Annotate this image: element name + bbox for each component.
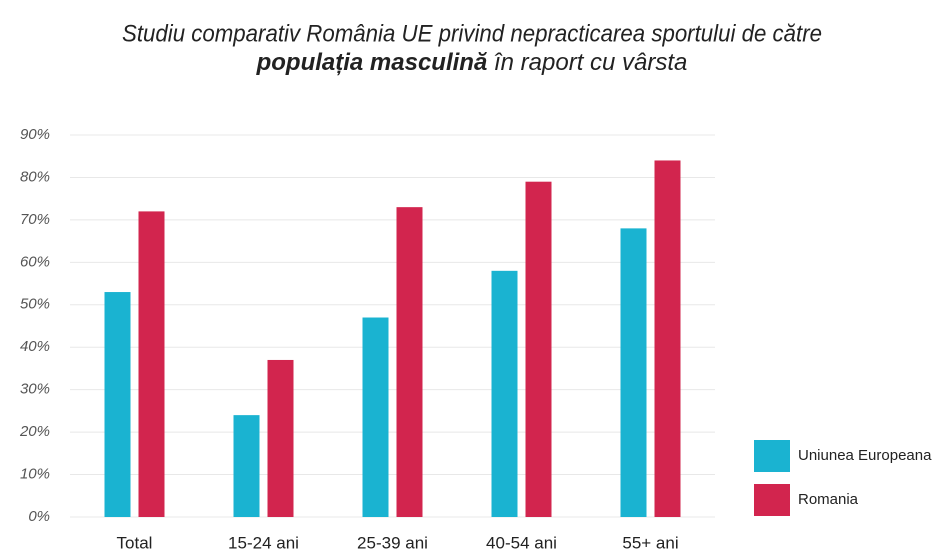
y-tick-label: 20% [19, 423, 50, 440]
bar [525, 181, 552, 517]
legend-label: Uniunea Europeana [798, 447, 932, 464]
y-tick-label: 0% [28, 508, 50, 525]
legend-swatch [754, 440, 790, 472]
title-rest: în raport cu vârsta [494, 49, 687, 76]
x-tick-label: Total [117, 533, 153, 552]
bar [267, 359, 294, 517]
legend-swatch [754, 484, 790, 516]
x-tick-label: 15-24 ani [228, 533, 299, 552]
y-tick-label: 10% [20, 466, 50, 483]
y-tick-label: 70% [20, 211, 50, 228]
bar [104, 292, 131, 517]
y-tick-label: 90% [20, 126, 50, 143]
chart-title: Studiu comparativ România UE privind nep… [122, 20, 822, 47]
x-tick-label: 40-54 ani [486, 533, 557, 552]
bar [138, 211, 165, 517]
y-tick-label: 50% [20, 296, 50, 313]
y-tick-label: 60% [20, 253, 50, 270]
bar [362, 317, 389, 517]
x-tick-label: 25-39 ani [357, 533, 428, 552]
bar [620, 228, 647, 517]
title-bold: populația masculină [256, 49, 488, 76]
bar [233, 415, 260, 517]
y-tick-label: 80% [20, 168, 50, 185]
bar [396, 207, 423, 517]
bar [654, 160, 681, 517]
chart-title-line2: populația masculină în raport cu vârsta [256, 49, 688, 76]
x-tick-label: 55+ ani [622, 533, 678, 552]
y-tick-label: 40% [20, 338, 50, 355]
legend-label: Romania [798, 491, 859, 508]
y-tick-label: 30% [20, 381, 50, 398]
bar [491, 270, 518, 517]
